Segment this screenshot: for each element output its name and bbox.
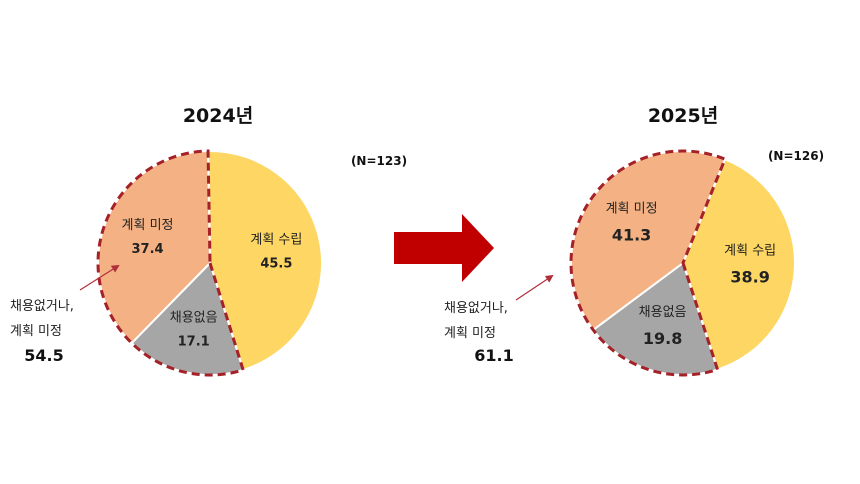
transition-arrow (394, 214, 494, 282)
pie-chart-2024: 2024년 (N=123) 계획 수립 45.5 채용없음 17.1 계획 미정… (10, 105, 407, 377)
callout-line-1: 채용없거나, (10, 299, 74, 314)
undecided-or-none-dashed-outline (569, 149, 727, 377)
pie-chart-2025: 2025년 (N=126) 계획 수립 38.9 채용없음 19.8 계획 미정… (444, 105, 824, 377)
slice-label-planned: 계획 수립 (250, 232, 302, 247)
callout-value: 54.5 (24, 346, 63, 365)
chart-title: 2025년 (648, 105, 718, 127)
slice-value-planned: 45.5 (260, 256, 292, 271)
chart-title: 2024년 (183, 105, 253, 127)
callout-line-2: 계획 미정 (444, 326, 496, 341)
slice-value-planned: 38.9 (730, 267, 769, 286)
pie-slice-planned (207, 150, 323, 372)
slice-label-undecided: 계획 미정 (606, 201, 658, 216)
sample-size-label: (N=123) (351, 154, 407, 168)
slice-label-undecided: 계획 미정 (122, 218, 174, 233)
callout-arrow (515, 274, 554, 301)
slice-value-undecided: 41.3 (612, 225, 651, 244)
undecided-or-none-dashed-outline (96, 149, 245, 377)
slice-label-no-hiring: 채용없음 (170, 310, 218, 325)
slice-value-undecided: 37.4 (132, 242, 164, 257)
pie-slice-planned (681, 157, 796, 371)
callout-arrow (79, 264, 120, 291)
callout-value: 61.1 (474, 346, 513, 365)
slice-label-planned: 계획 수립 (724, 243, 776, 258)
callout-line-1: 채용없거나, (444, 301, 508, 316)
slice-value-no-hiring: 17.1 (178, 334, 210, 349)
slice-label-no-hiring: 채용없음 (639, 305, 687, 320)
slice-value-no-hiring: 19.8 (643, 329, 682, 348)
sample-size-label: (N=126) (768, 149, 824, 163)
pie-slices (97, 149, 323, 376)
callout-line-2: 계획 미정 (10, 324, 62, 339)
